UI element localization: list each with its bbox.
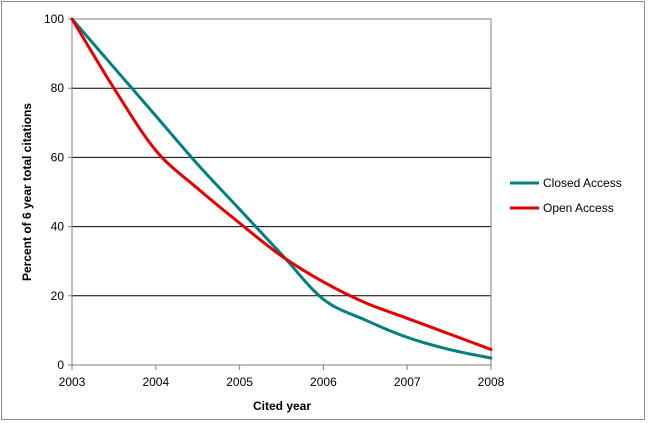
legend-label-closed-access: Closed Access <box>543 176 622 190</box>
x-axis: 2003 2004 2005 2006 2007 2008 <box>59 365 505 389</box>
y-tick-label-0: 0 <box>57 358 64 372</box>
series-lines <box>70 17 493 360</box>
legend: Closed Access Open Access <box>510 176 622 215</box>
x-tick-label-2008: 2008 <box>478 375 505 389</box>
y-tick-label-20: 20 <box>51 289 65 303</box>
plot-area <box>71 18 492 366</box>
y-tick-label-80: 80 <box>51 81 65 95</box>
series-line-closed-access <box>70 17 493 360</box>
x-tick-label-2003: 2003 <box>59 375 86 389</box>
y-axis: 0 20 40 60 80 100 <box>44 12 72 372</box>
y-axis-title: Percent of 6 year total citations <box>20 103 34 281</box>
x-tick-label-2004: 2004 <box>142 375 169 389</box>
x-tick-label-2007: 2007 <box>394 375 421 389</box>
x-tick-label-2005: 2005 <box>226 375 253 389</box>
x-axis-title: Cited year <box>253 399 311 413</box>
legend-label-open-access: Open Access <box>543 201 614 215</box>
y-tick-label-40: 40 <box>51 220 65 234</box>
series-line-open-access <box>70 17 493 351</box>
x-tick-label-2006: 2006 <box>310 375 337 389</box>
y-tick-label-60: 60 <box>51 150 65 164</box>
y-tick-label-100: 100 <box>44 12 64 26</box>
gridlines <box>72 87 491 297</box>
